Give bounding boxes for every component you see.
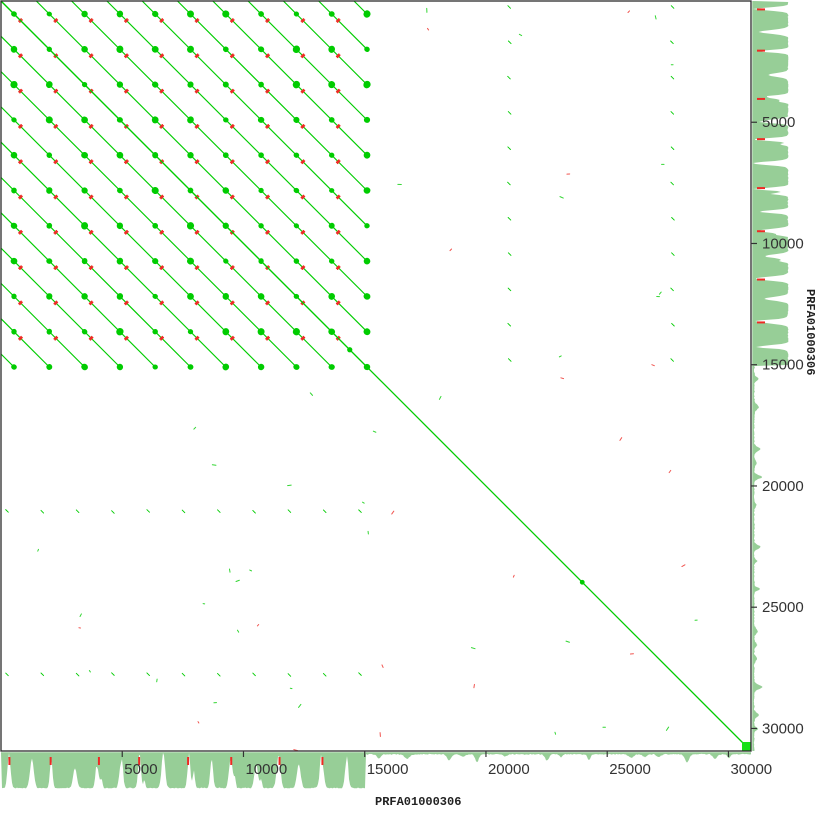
svg-text:30000: 30000	[730, 761, 772, 778]
svg-text:5000: 5000	[762, 114, 795, 131]
svg-text:20000: 20000	[488, 761, 530, 778]
svg-text:30000: 30000	[762, 720, 804, 737]
svg-text:25000: 25000	[609, 761, 651, 778]
svg-text:10000: 10000	[245, 761, 287, 778]
svg-text:25000: 25000	[762, 599, 804, 616]
svg-text:5000: 5000	[124, 761, 157, 778]
svg-text:15000: 15000	[762, 357, 804, 374]
svg-text:15000: 15000	[367, 761, 409, 778]
svg-text:20000: 20000	[762, 478, 804, 495]
svg-text:10000: 10000	[762, 235, 804, 252]
